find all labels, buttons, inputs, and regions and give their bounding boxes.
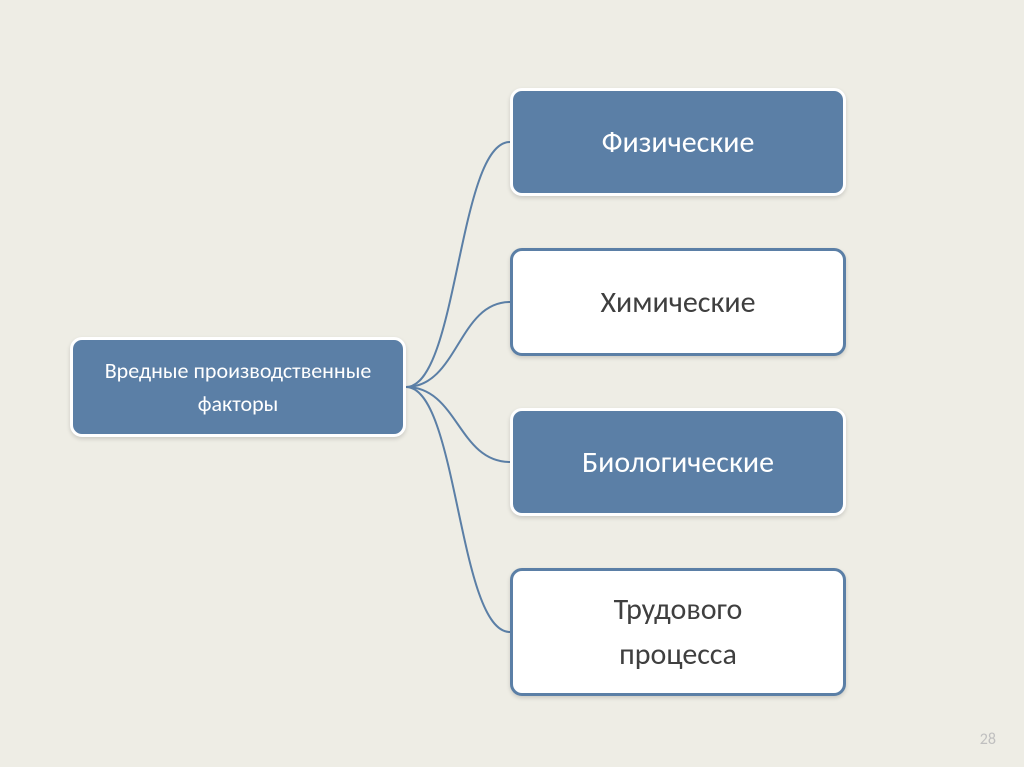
child-node-2: Биологические [510, 408, 846, 516]
child-node-label: Физические [602, 120, 755, 165]
child-node-label: Химические [600, 280, 755, 325]
page-number: 28 [980, 730, 996, 749]
root-node: Вредные производственныефакторы [70, 337, 406, 437]
child-node-0: Физические [510, 88, 846, 196]
root-node-label: Вредные производственныефакторы [105, 354, 372, 420]
child-node-3: Трудовогопроцесса [510, 568, 846, 696]
slide-canvas: Вредные производственныефакторы Физическ… [0, 0, 1024, 767]
child-node-label: Биологические [582, 440, 774, 485]
child-node-label: Трудовогопроцесса [614, 587, 743, 677]
child-node-1: Химические [510, 248, 846, 356]
